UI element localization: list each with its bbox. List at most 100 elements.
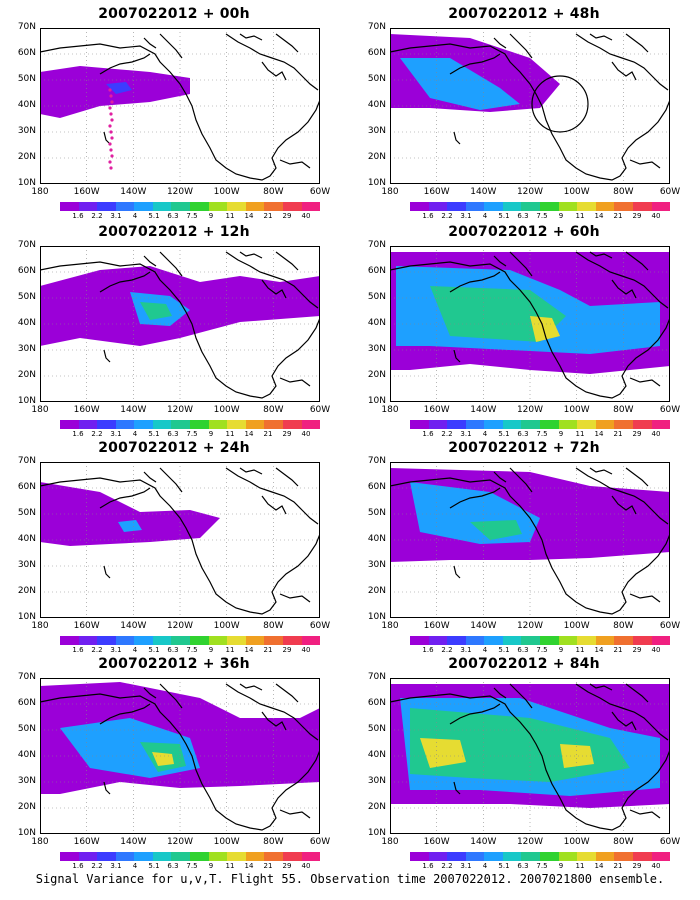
latitude-tick-label: 60N bbox=[367, 266, 386, 276]
target-circle bbox=[531, 75, 589, 133]
longitude-tick-label: 80W bbox=[613, 187, 634, 197]
flight-track-point bbox=[108, 106, 112, 110]
colorbar-swatch bbox=[465, 636, 485, 645]
coastline bbox=[239, 467, 263, 475]
colorbar-label: 7.5 bbox=[536, 862, 548, 870]
colorbar-label: 11 bbox=[575, 212, 585, 220]
colorbar-label: 40 bbox=[301, 862, 311, 870]
colorbar-label: 6.3 bbox=[517, 862, 529, 870]
colorbar-swatch bbox=[577, 420, 596, 429]
colorbar-swatch bbox=[410, 202, 429, 211]
latitude-tick-label: 40N bbox=[17, 318, 36, 328]
colorbar-label: 14 bbox=[244, 862, 254, 870]
colorbar-swatch bbox=[97, 636, 116, 645]
coastline bbox=[509, 251, 533, 277]
colorbar-label: 29 bbox=[282, 862, 292, 870]
colorbar-label: 3.1 bbox=[110, 212, 122, 220]
colorbar-label: 40 bbox=[301, 212, 311, 220]
colorbar-swatch bbox=[540, 202, 559, 211]
latitude-tick-label: 40N bbox=[367, 534, 386, 544]
longitude-tick-label: 60W bbox=[309, 837, 331, 847]
coastline bbox=[611, 279, 637, 299]
colorbar-swatch bbox=[632, 202, 652, 211]
coastline bbox=[611, 711, 637, 731]
colorbar-swatch bbox=[521, 852, 541, 861]
colorbar-label: 1.6 bbox=[422, 646, 434, 654]
colorbar-label: 4 bbox=[132, 646, 138, 654]
coastline bbox=[159, 251, 183, 277]
coastline bbox=[159, 467, 183, 493]
colorbar bbox=[410, 202, 671, 211]
coastline bbox=[40, 261, 320, 399]
colorbar-swatch bbox=[190, 852, 209, 861]
latitude-tick-label: 50N bbox=[367, 74, 386, 84]
coastline bbox=[625, 683, 649, 703]
latitude-tick-label: 70N bbox=[367, 22, 386, 32]
longitude-tick-label: 140W bbox=[120, 405, 147, 415]
colorbar-label: 1.6 bbox=[72, 646, 84, 654]
colorbar-label: 21 bbox=[263, 430, 273, 438]
longitude-tick-label: 180 bbox=[31, 187, 49, 197]
coastline bbox=[103, 781, 111, 795]
colorbar-swatch bbox=[502, 852, 522, 861]
coastline bbox=[279, 809, 311, 819]
colorbar-label: 2.2 bbox=[91, 430, 103, 438]
colorbar-label: 4 bbox=[132, 862, 138, 870]
longitude-tick-label: 100W bbox=[563, 621, 590, 631]
longitude-tick-label: 80W bbox=[613, 837, 634, 847]
colorbar-swatch bbox=[465, 202, 485, 211]
colorbar-swatch bbox=[208, 420, 228, 429]
colorbar-swatch bbox=[190, 420, 209, 429]
colorbar-label: 2.2 bbox=[441, 646, 453, 654]
colorbar-label: 4 bbox=[132, 430, 138, 438]
latitude-tick-label: 70N bbox=[367, 240, 386, 250]
longitude-tick-label: 180 bbox=[31, 405, 49, 415]
colorbar-swatch bbox=[447, 852, 466, 861]
colorbar-swatch bbox=[134, 202, 153, 211]
coastline bbox=[629, 593, 661, 603]
colorbar-label: 4 bbox=[482, 430, 488, 438]
longitude-tick-label: 60W bbox=[309, 405, 331, 415]
colorbar-swatch bbox=[614, 202, 633, 211]
colorbar-label: 21 bbox=[613, 212, 623, 220]
colorbar-swatch bbox=[614, 420, 633, 429]
colorbar-swatch bbox=[447, 202, 466, 211]
longitude-tick-label: 140W bbox=[470, 187, 497, 197]
map-area bbox=[40, 246, 320, 402]
colorbar-label: 7.5 bbox=[536, 212, 548, 220]
latitude-tick-label: 20N bbox=[367, 802, 386, 812]
latitude-tick-label: 30N bbox=[17, 126, 36, 136]
colorbar-swatch bbox=[447, 636, 466, 645]
colorbar-swatch bbox=[60, 202, 79, 211]
coastline bbox=[99, 271, 151, 293]
flight-track-point bbox=[110, 100, 114, 104]
latitude-tick-label: 30N bbox=[367, 344, 386, 354]
panel-title: 2007022012 + 60h bbox=[448, 224, 600, 240]
coastline bbox=[99, 703, 151, 725]
colorbar bbox=[60, 420, 321, 429]
colorbar-label: 1.6 bbox=[422, 862, 434, 870]
colorbar-swatch bbox=[521, 636, 541, 645]
colorbar-swatch bbox=[651, 636, 671, 645]
colorbar-label: 11 bbox=[575, 646, 585, 654]
coastline bbox=[453, 349, 461, 363]
flight-track-point bbox=[108, 142, 112, 146]
variance-contour bbox=[400, 58, 520, 110]
colorbar-swatch bbox=[614, 636, 633, 645]
coastline bbox=[575, 33, 669, 91]
coastline bbox=[453, 565, 461, 579]
coastline bbox=[509, 33, 533, 59]
latitude-tick-label: 10N bbox=[367, 612, 386, 622]
colorbar-label: 5.1 bbox=[498, 212, 510, 220]
colorbar-swatch bbox=[152, 202, 172, 211]
colorbar-swatch bbox=[502, 202, 522, 211]
longitude-tick-label: 160W bbox=[73, 837, 100, 847]
longitude-tick-label: 100W bbox=[563, 837, 590, 847]
panel-title: 2007022012 + 48h bbox=[448, 6, 600, 22]
colorbar-swatch bbox=[301, 420, 321, 429]
colorbar-swatch bbox=[190, 202, 209, 211]
latitude-tick-label: 30N bbox=[367, 560, 386, 570]
colorbar-swatch bbox=[97, 852, 116, 861]
longitude-tick-label: 160W bbox=[423, 405, 450, 415]
colorbar-label: 5.1 bbox=[498, 430, 510, 438]
